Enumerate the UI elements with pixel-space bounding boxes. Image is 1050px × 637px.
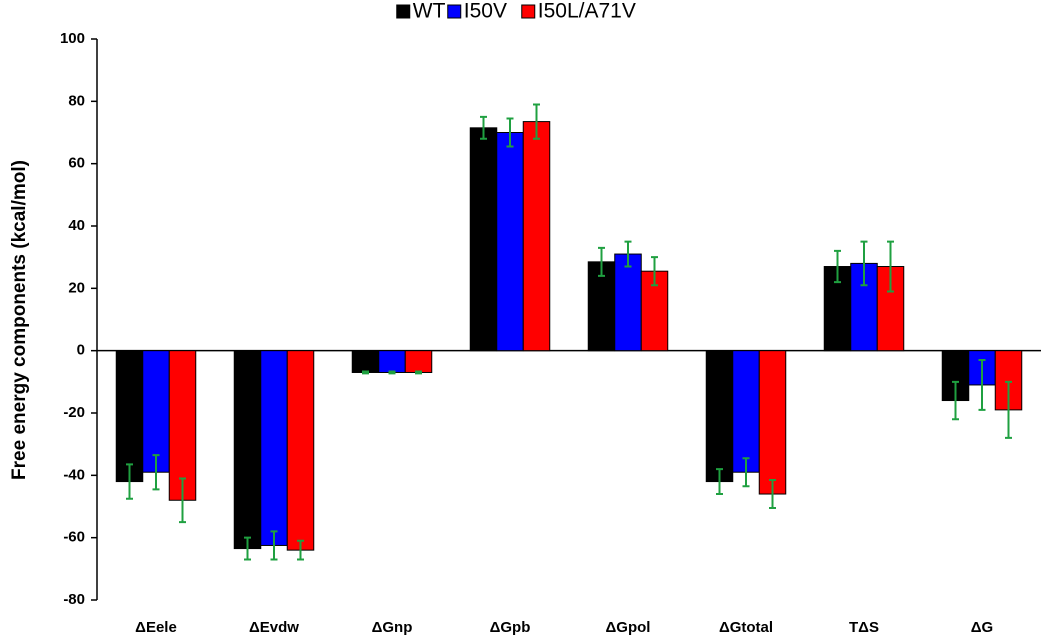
error-bar bbox=[834, 249, 841, 284]
x-tick-label: ΔEele bbox=[135, 619, 177, 636]
error-bar bbox=[506, 117, 514, 148]
error-bar bbox=[270, 530, 278, 561]
y-axis-title: Free energy components (kcal/mol) bbox=[9, 160, 30, 480]
error-bar bbox=[244, 536, 251, 561]
legend-label: I50V bbox=[464, 0, 507, 23]
error-bar bbox=[651, 256, 658, 287]
error-bar bbox=[860, 240, 868, 287]
bar bbox=[469, 127, 498, 352]
legend-swatch bbox=[521, 4, 536, 19]
bar bbox=[496, 132, 524, 352]
bar bbox=[404, 350, 433, 373]
error-bar bbox=[1005, 380, 1012, 439]
x-tick-label: ΔG bbox=[971, 619, 993, 636]
bar bbox=[614, 253, 642, 352]
legend-swatch bbox=[396, 4, 411, 19]
x-tick-label: ΔGpol bbox=[606, 619, 651, 636]
error-bar bbox=[480, 115, 487, 140]
x-tick-label: ΔGnp bbox=[372, 619, 413, 636]
y-tick-label: 0 bbox=[77, 342, 85, 359]
y-tick-label: -80 bbox=[63, 591, 85, 608]
error-bar bbox=[598, 246, 605, 277]
y-tick-label: 100 bbox=[60, 30, 85, 47]
x-tick-label: ΔEvdw bbox=[249, 619, 299, 636]
error-bar bbox=[716, 468, 723, 496]
bar bbox=[732, 350, 760, 473]
bar bbox=[522, 121, 551, 352]
error-bar bbox=[152, 454, 160, 491]
bar bbox=[115, 350, 144, 483]
bar bbox=[168, 350, 197, 501]
y-tick-label: 20 bbox=[68, 279, 85, 296]
error-bar bbox=[362, 370, 369, 375]
legend-label: I50L/A71V bbox=[538, 0, 636, 23]
bar bbox=[286, 350, 315, 551]
error-bar bbox=[887, 240, 894, 293]
error-bar bbox=[978, 359, 986, 411]
error-bar bbox=[179, 477, 186, 524]
error-bar bbox=[297, 539, 304, 561]
error-bar bbox=[769, 479, 776, 510]
error-bar bbox=[742, 457, 750, 488]
y-tick-label: -60 bbox=[63, 529, 85, 546]
y-tick-label: 60 bbox=[68, 155, 85, 172]
bar bbox=[705, 350, 734, 483]
y-tick-label: 40 bbox=[68, 217, 85, 234]
y-tick-label: 80 bbox=[68, 92, 85, 109]
x-tick-label: ΔGtotal bbox=[719, 619, 773, 636]
error-bar bbox=[388, 370, 396, 375]
error-bar bbox=[126, 463, 133, 500]
legend-swatch bbox=[447, 4, 462, 19]
y-tick-label: -20 bbox=[63, 404, 85, 421]
bar bbox=[142, 350, 170, 473]
x-tick-label: TΔS bbox=[849, 619, 879, 636]
bar bbox=[351, 350, 380, 373]
y-tick-label: -40 bbox=[63, 466, 85, 483]
bar bbox=[233, 350, 262, 550]
bar bbox=[378, 350, 406, 373]
error-bar bbox=[952, 380, 959, 421]
error-bar bbox=[533, 103, 540, 140]
x-tick-label: ΔGpb bbox=[490, 619, 531, 636]
legend-label: WT bbox=[413, 0, 446, 23]
error-bar bbox=[415, 370, 422, 375]
bar bbox=[260, 350, 288, 546]
bar bbox=[758, 350, 787, 495]
error-bar bbox=[624, 240, 632, 268]
